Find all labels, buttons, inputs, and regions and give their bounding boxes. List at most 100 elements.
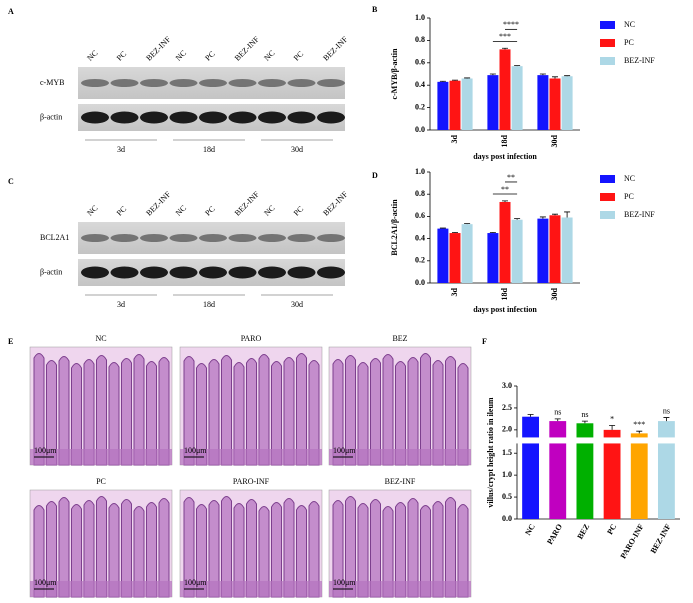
villus — [133, 354, 145, 466]
group-label: 3d — [117, 300, 125, 309]
crypt-layer — [180, 449, 322, 465]
scale-bar-label: 100μm — [184, 578, 207, 587]
blot-band — [287, 79, 316, 87]
group-label: 30d — [291, 145, 303, 154]
y-tick-label: 2.0 — [502, 425, 512, 434]
villus — [271, 502, 282, 598]
villus — [183, 356, 195, 466]
x-tick-label: PC — [605, 522, 618, 536]
villus — [345, 355, 356, 466]
villus — [357, 362, 369, 466]
blot-band — [258, 266, 286, 279]
blot-band — [81, 234, 109, 242]
legend-label: PC — [624, 38, 634, 47]
villus — [296, 353, 307, 466]
error-bar — [502, 47, 508, 50]
blot-band — [110, 111, 139, 124]
lane-label: PC — [292, 204, 305, 217]
bar — [437, 228, 449, 283]
villus — [332, 500, 344, 598]
lane-label: PC — [203, 204, 216, 217]
lane-label: BEZ-INF — [144, 34, 172, 62]
lane-label: BEZ-INF — [321, 189, 349, 217]
image-label: PARO — [241, 334, 262, 343]
blot-band — [287, 266, 316, 279]
lane-label: PC — [292, 49, 305, 62]
blot-band — [199, 234, 227, 242]
error-bar — [439, 80, 446, 82]
bar — [499, 201, 511, 283]
x-tick-label: 3d — [450, 134, 459, 143]
lane-label: NC — [85, 203, 99, 217]
villus — [146, 361, 157, 466]
blot-row-label: BCL2A1 — [40, 233, 69, 242]
blot-band — [258, 79, 286, 87]
panel-label: D — [372, 171, 378, 180]
blot-row-label: c-MYB — [40, 78, 64, 87]
y-tick-label: 1.0 — [415, 167, 425, 176]
villus — [121, 499, 132, 598]
bar — [549, 421, 567, 519]
villus — [271, 361, 282, 466]
error-bar — [663, 417, 670, 422]
crypt-layer — [30, 449, 172, 465]
x-tick-label: 18d — [500, 134, 509, 147]
y-axis-label: c-MYB/β-actin — [390, 48, 399, 99]
villus — [33, 505, 45, 598]
villus — [121, 358, 132, 466]
blot-band — [81, 79, 109, 87]
scale-bar-label: 100μm — [333, 446, 356, 455]
y-axis-label: BCL2A1/β-actin — [390, 199, 399, 256]
blot-band — [317, 234, 345, 242]
villus — [246, 358, 257, 466]
significance-label: ** — [507, 173, 515, 182]
villus — [258, 354, 270, 466]
villus — [445, 497, 456, 598]
significance-label: ns — [581, 410, 588, 419]
villus — [208, 500, 220, 598]
villus — [395, 502, 406, 598]
villus — [395, 361, 406, 466]
lane-label: PC — [115, 204, 128, 217]
bar — [549, 78, 561, 130]
blot-band — [199, 79, 227, 87]
villus — [71, 504, 82, 598]
blot-band — [287, 111, 316, 124]
group-label: 18d — [203, 145, 215, 154]
error-bar — [439, 227, 446, 229]
lane-label: PC — [203, 49, 216, 62]
y-tick-label: 0.6 — [415, 58, 425, 67]
lane-label: NC — [174, 48, 188, 62]
villus — [370, 499, 381, 598]
significance-label: * — [610, 414, 614, 423]
villus — [96, 496, 107, 598]
bar — [537, 75, 549, 130]
crypt-layer — [180, 581, 322, 597]
error-bar — [527, 414, 534, 417]
villus — [58, 356, 70, 466]
y-tick-label: 0.6 — [415, 211, 425, 220]
villus — [283, 498, 295, 598]
scale-bar-label: 100μm — [333, 578, 356, 587]
villus — [233, 362, 245, 466]
bar — [537, 218, 549, 283]
legend-swatch — [600, 57, 615, 65]
x-tick-label: 30d — [550, 287, 559, 300]
blot-band — [140, 111, 168, 124]
error-bar — [539, 216, 546, 219]
villus — [46, 501, 57, 598]
x-tick-label: PARO-INF — [619, 522, 646, 560]
bar — [630, 433, 648, 519]
y-tick-label: 0.4 — [415, 80, 425, 89]
villus — [33, 353, 45, 466]
villus — [382, 354, 394, 466]
bar — [576, 423, 594, 519]
bar — [449, 233, 461, 283]
y-tick-label: 2.5 — [502, 403, 512, 412]
legend-swatch — [600, 193, 615, 201]
legend-label: NC — [624, 174, 635, 183]
lane-label: NC — [85, 48, 99, 62]
x-tick-label: 30d — [550, 134, 559, 147]
x-tick-label: BEZ-INF — [649, 522, 673, 555]
